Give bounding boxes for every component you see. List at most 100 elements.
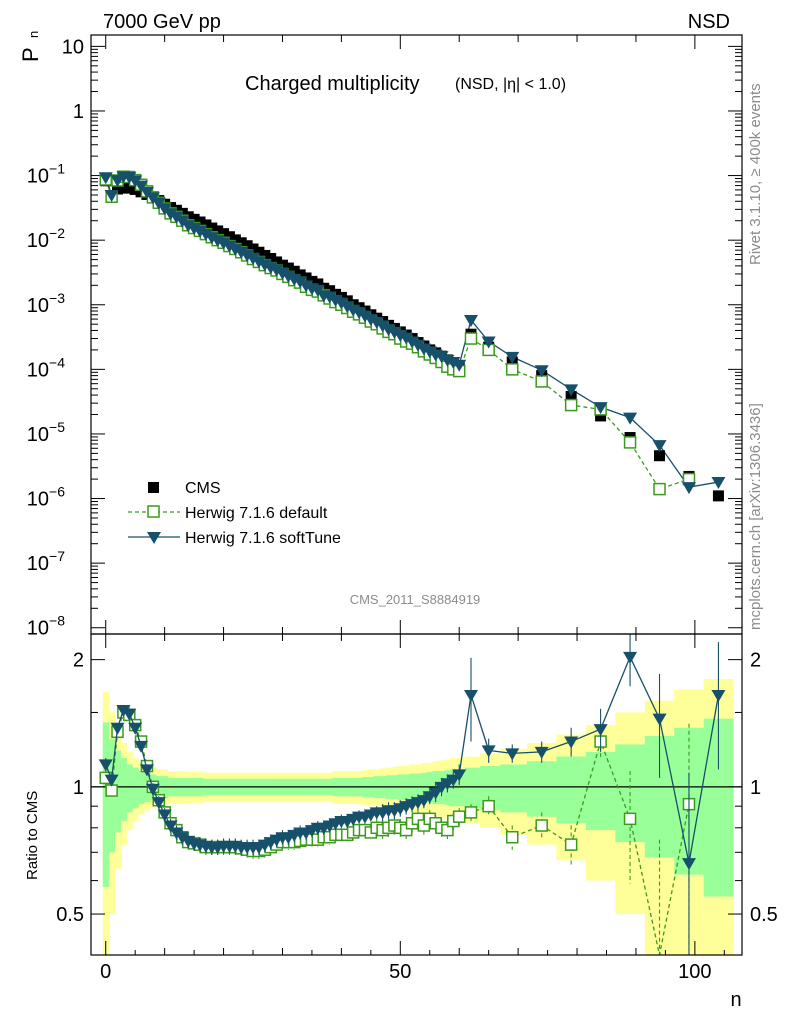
softtune-marker [711, 477, 726, 490]
ratio-marker-softtune [534, 746, 549, 759]
softtune-marker [434, 351, 449, 364]
ratio-marker-softtune [711, 689, 726, 702]
main-y-label: P [18, 47, 43, 62]
softtune-marker [534, 365, 549, 378]
ratio-marker-softtune [128, 722, 143, 735]
softtune-marker [281, 270, 296, 283]
ratio-marker-default [105, 784, 118, 797]
legend-label-cms: CMS [185, 480, 221, 497]
softtune-marker [352, 307, 367, 320]
cms-marker [654, 450, 666, 462]
ratio-series-layer [98, 634, 726, 956]
softtune-marker [463, 315, 478, 328]
ratio-axes: 0.5 0.5 1 1 2 2 0 50 100 [56, 634, 778, 983]
legend-item-cms: CMS [148, 480, 221, 497]
softtune-marker [422, 346, 437, 359]
legend-marker-cms [148, 482, 159, 493]
main-panel: 10 1 10−1 10−2 10−3 10−4 10−5 10−6 10−7 10−8 Char… [18, 31, 743, 640]
ratio-marker-softtune [145, 783, 160, 796]
softtune-marker [357, 310, 372, 323]
cms-marker [117, 182, 129, 194]
cms-marker [247, 243, 259, 255]
main-y-tick-label: 10−1 [27, 161, 65, 188]
legend-item-default: Herwig 7.1.6 default [128, 505, 328, 522]
main-y-tick-label: 10−2 [27, 225, 65, 252]
ratio-y-tick-label: 2 [73, 650, 84, 672]
cms-marker [112, 183, 124, 195]
rivet-label: Rivet 3.1.10, ≥ 400k events [747, 83, 764, 265]
ratio-marker-softtune [446, 774, 461, 787]
softtune-marker [369, 317, 384, 330]
ratio-y-tick-label-right: 1 [750, 777, 761, 799]
ratio-marker-default [505, 830, 519, 844]
x-tick-label: 50 [389, 961, 411, 983]
chart-title: Charged multiplicity [245, 73, 420, 95]
ratio-marker-softtune [104, 774, 119, 787]
ratio-band-inner [585, 751, 616, 831]
ratio-band-inner [120, 758, 127, 822]
softtune-marker [163, 208, 178, 221]
main-y-label-sub: n [26, 31, 41, 38]
legend-marker-softtune [147, 532, 161, 544]
legend-marker-default [147, 505, 160, 518]
ratio-band-inner [479, 766, 501, 811]
softtune-marker [246, 252, 261, 265]
softtune-marker [293, 276, 308, 289]
ratio-band-inner [138, 771, 145, 805]
header-left: 7000 GeV pp [103, 11, 221, 33]
softtune-marker [375, 320, 390, 333]
default-marker [505, 363, 519, 376]
default-marker [653, 482, 666, 496]
ratio-marker-default [464, 806, 478, 819]
x-tick-label: 0 [100, 961, 111, 983]
softtune-marker [222, 240, 237, 253]
cms-marker [595, 410, 607, 422]
ratio-marker-softtune [139, 764, 154, 777]
ratio-y-tick-label-right: 2 [750, 650, 761, 672]
ratio-marker-softtune [593, 724, 608, 737]
softtune-marker [134, 180, 149, 193]
main-y-tick-label: 1 [73, 101, 84, 123]
ratio-marker-softtune [175, 832, 190, 845]
main-y-tick-label: 10−4 [27, 354, 65, 381]
cms-marker [123, 182, 135, 194]
main-y-tick-label: 10 [62, 36, 84, 58]
cms-marker [712, 490, 724, 502]
ratio-marker-softtune [505, 748, 520, 761]
x-tick-label: 100 [678, 961, 711, 983]
ratio-band-inner [556, 756, 587, 824]
ratio-y-tick-label: 1 [73, 777, 84, 799]
main-y-tick-label: 10−7 [27, 548, 65, 575]
main-y-tick-label: 10−6 [27, 484, 65, 511]
ratio-marker-softtune [652, 713, 667, 726]
ratio-band-inner [465, 767, 481, 809]
softtune-marker [322, 291, 337, 304]
cms-marker [259, 249, 271, 261]
softtune-marker [481, 336, 496, 349]
softtune-marker [198, 228, 213, 241]
ratio-marker-softtune [134, 740, 149, 753]
ratio-marker-softtune [681, 858, 696, 871]
softtune-marker [652, 440, 667, 453]
softtune-marker [104, 190, 119, 203]
softtune-marker [334, 297, 349, 310]
ratio-marker-default [623, 812, 637, 826]
ratio-marker-softtune [452, 769, 467, 782]
ratio-marker-softtune [98, 759, 113, 772]
ratio-band-inner [126, 764, 133, 813]
ratio-frame [90, 633, 743, 956]
main-y-tick-label: 10−3 [27, 290, 65, 317]
ratio-band-inner [526, 761, 557, 817]
legend: CMS Herwig 7.1.6 default Herwig 7.1.6 so… [128, 480, 341, 547]
softtune-marker [505, 351, 520, 364]
softtune-marker [623, 412, 638, 425]
softtune-marker [452, 359, 467, 372]
ratio-marker-default [482, 799, 495, 813]
chart-title-suffix: (NSD, |η| < 1.0) [455, 76, 566, 93]
softtune-marker [122, 172, 137, 185]
ratio-band-inner [102, 722, 110, 887]
ratio-marker-softtune [122, 708, 137, 721]
softtune-marker [234, 246, 249, 259]
main-y-axis: 10 1 10−1 10−2 10−3 10−4 10−5 10−6 10−7 10−8 [27, 35, 742, 640]
main-y-tick-label: 10−8 [27, 613, 65, 640]
